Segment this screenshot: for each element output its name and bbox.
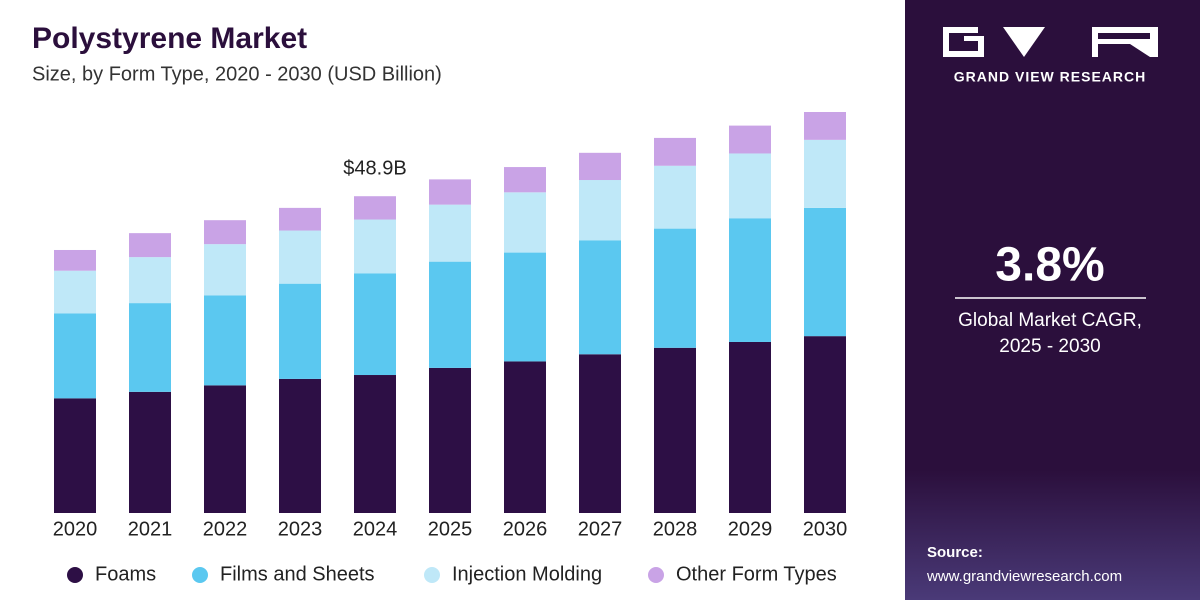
- bar-segment: [579, 240, 621, 355]
- bar-segment: [204, 385, 246, 513]
- legend-marker: [67, 567, 83, 583]
- bar-segment: [279, 283, 321, 379]
- bar-segment: [54, 270, 96, 314]
- x-tick-label: 2022: [203, 518, 248, 540]
- bar-segment: [729, 125, 771, 154]
- cagr-label: 2025 - 2030: [999, 336, 1100, 357]
- bar-segment: [129, 233, 171, 258]
- legend-marker: [192, 567, 208, 583]
- bar-segment: [729, 341, 771, 513]
- bar-segment: [54, 398, 96, 513]
- bar-segment: [354, 196, 396, 220]
- chart-subtitle: Size, by Form Type, 2020 - 2030 (USD Bil…: [32, 63, 442, 85]
- bar-segment: [504, 252, 546, 362]
- source-label: Source:: [927, 544, 983, 561]
- bar-segment: [504, 361, 546, 513]
- bar-segment: [54, 249, 96, 271]
- x-tick-label: 2021: [128, 518, 173, 540]
- bar-segment: [354, 273, 396, 376]
- x-tick-label: 2024: [353, 518, 398, 540]
- x-tick-label: 2029: [728, 518, 773, 540]
- bar-segment: [129, 303, 171, 392]
- bar-segment: [804, 112, 846, 140]
- brand: GRAND VIEW RESEARCH: [954, 69, 1146, 85]
- bar-segment: [579, 152, 621, 181]
- bar-segment: [279, 378, 321, 513]
- bar-segment: [129, 391, 171, 513]
- bar-segment: [204, 244, 246, 296]
- bar-segment: [429, 367, 471, 513]
- bar-segment: [804, 139, 846, 208]
- bar-segment: [729, 218, 771, 342]
- source-url: www.grandviewresearch.com: [926, 568, 1122, 585]
- legend-label: Films and Sheets: [220, 563, 375, 585]
- x-tick-label: 2020: [53, 518, 98, 540]
- bar-segment: [129, 257, 171, 304]
- bar-segment: [654, 228, 696, 348]
- logo: [943, 27, 1158, 57]
- bar-segment: [354, 219, 396, 274]
- cagr-value: 3.8%: [995, 239, 1104, 292]
- bar-segment: [429, 204, 471, 262]
- x-tick-label: 2028: [653, 518, 698, 540]
- bar-segment: [729, 153, 771, 219]
- bar-segment: [654, 137, 696, 166]
- chart-title: Polystyrene Market: [32, 22, 307, 55]
- legend-marker: [424, 567, 440, 583]
- bar-segment: [654, 165, 696, 229]
- bar-segment: [504, 167, 546, 193]
- bar-segment: [204, 295, 246, 386]
- bar-segment: [354, 375, 396, 513]
- bar-segment: [429, 261, 471, 368]
- legend-marker: [648, 567, 664, 583]
- bar-segment: [804, 207, 846, 337]
- bar-segment: [579, 180, 621, 241]
- bar-segment: [504, 192, 546, 253]
- annotation: $48.9B: [343, 157, 406, 179]
- x-tick-label: 2027: [578, 518, 623, 540]
- legend-label: Injection Molding: [452, 563, 602, 585]
- cagr-label: Global Market CAGR,: [958, 310, 1142, 331]
- x-tick-label: 2025: [428, 518, 473, 540]
- bar-segment: [204, 220, 246, 245]
- bar-segment: [579, 354, 621, 513]
- x-tick-label: 2023: [278, 518, 323, 540]
- bar-segment: [654, 347, 696, 513]
- bar-segment: [804, 336, 846, 513]
- bar-segment: [54, 313, 96, 399]
- legend-label: Other Form Types: [676, 563, 837, 585]
- bar-segment: [279, 230, 321, 284]
- legend-label: Foams: [95, 563, 156, 585]
- bar-segment: [279, 207, 321, 231]
- bar-segment: [429, 179, 471, 205]
- x-tick-label: 2030: [803, 518, 848, 540]
- sidebar-mesh: [905, 470, 1200, 600]
- x-tick-label: 2026: [503, 518, 548, 540]
